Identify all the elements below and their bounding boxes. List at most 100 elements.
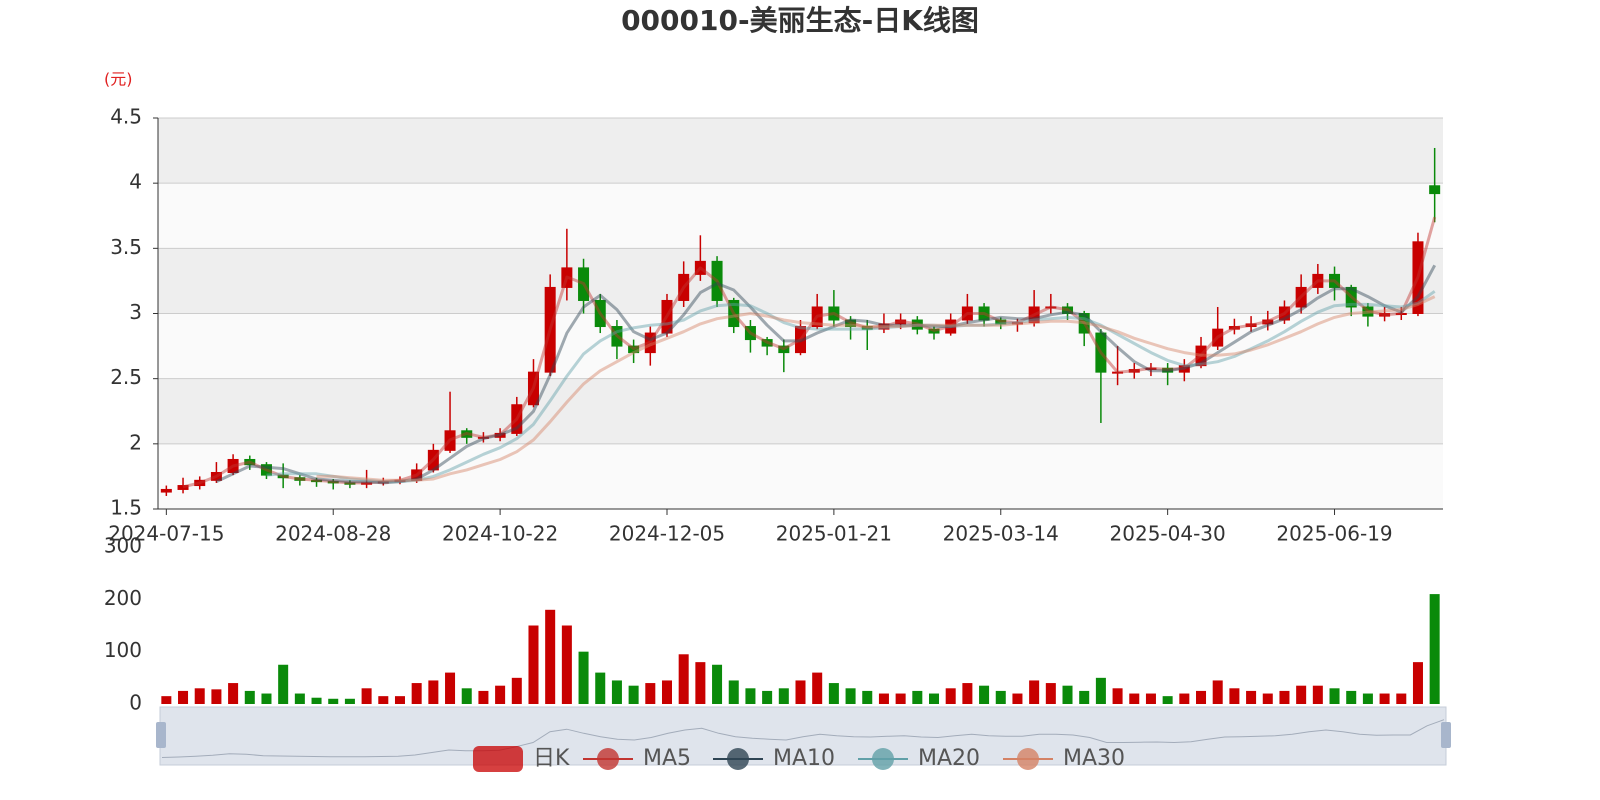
candle-body bbox=[1312, 273, 1324, 288]
volume-bar bbox=[495, 685, 506, 704]
volume-bar bbox=[778, 688, 789, 704]
split-area bbox=[158, 248, 1443, 314]
candle-body bbox=[878, 323, 890, 330]
volume-bar bbox=[545, 609, 556, 704]
volume-bar bbox=[1379, 693, 1390, 704]
candle-body bbox=[895, 319, 907, 325]
split-area bbox=[158, 118, 1443, 184]
volume-bar bbox=[1212, 680, 1223, 704]
volume-bar bbox=[912, 690, 923, 704]
volume-bar bbox=[244, 690, 255, 704]
volume-bar bbox=[1062, 685, 1073, 704]
volume-bar bbox=[278, 664, 289, 704]
legend-item[interactable]: MA10 bbox=[713, 746, 835, 771]
candle-body bbox=[945, 319, 957, 334]
legend-label: MA20 bbox=[918, 746, 980, 771]
volume-bar bbox=[1229, 688, 1240, 704]
zoom-preview bbox=[161, 719, 1445, 758]
candle-body bbox=[1162, 367, 1174, 373]
candle-body bbox=[1379, 313, 1391, 317]
candle-body bbox=[194, 479, 206, 487]
candle-body bbox=[1329, 273, 1341, 288]
candle-body bbox=[678, 273, 690, 301]
zoom-slider[interactable] bbox=[159, 706, 1447, 766]
candle-body bbox=[1295, 286, 1307, 308]
volume-bar bbox=[945, 688, 956, 704]
candle-body bbox=[1011, 322, 1023, 325]
candle-body bbox=[344, 482, 356, 485]
legend-icon bbox=[727, 748, 749, 770]
legend-item[interactable]: MA30 bbox=[1003, 746, 1125, 771]
candle-body bbox=[828, 306, 840, 321]
candle-body bbox=[928, 328, 940, 334]
volume-bar bbox=[378, 696, 389, 704]
candle-body bbox=[611, 326, 623, 347]
volume-bar bbox=[478, 690, 489, 704]
candle-body bbox=[561, 267, 573, 288]
candle-body bbox=[1429, 185, 1441, 195]
candle-body bbox=[778, 345, 790, 354]
volume-bar bbox=[1112, 688, 1123, 704]
candle-body bbox=[277, 474, 289, 479]
volume-bar bbox=[1145, 693, 1156, 704]
candle-body bbox=[394, 479, 406, 483]
volume-bar bbox=[595, 672, 606, 704]
volume-bar bbox=[344, 698, 355, 704]
volume-bar bbox=[445, 672, 456, 704]
candle-body bbox=[1062, 306, 1074, 315]
candle-body bbox=[628, 345, 640, 354]
volume-bar bbox=[845, 688, 856, 704]
x-tick-label: 2024-10-22 bbox=[442, 522, 558, 546]
y-tick-label: 3.5 bbox=[110, 235, 142, 259]
volume-bar bbox=[328, 698, 339, 704]
candle-body bbox=[728, 299, 740, 328]
legend-label: 日K bbox=[533, 746, 570, 771]
volume-bar bbox=[1029, 680, 1040, 704]
ma-line bbox=[182, 216, 1437, 489]
legend-icon bbox=[1017, 748, 1039, 770]
volume-bar bbox=[645, 683, 656, 704]
candle-body bbox=[1195, 345, 1207, 367]
volume-bar bbox=[1412, 662, 1423, 704]
volume-bar bbox=[461, 688, 472, 704]
volume-bar bbox=[1129, 693, 1140, 704]
volume-bar bbox=[1162, 696, 1173, 704]
candle-body bbox=[694, 260, 706, 275]
candle-body bbox=[527, 371, 539, 406]
volume-bar bbox=[161, 696, 172, 704]
x-tick-label: 2024-12-05 bbox=[609, 522, 725, 546]
ma-line bbox=[266, 290, 1436, 484]
candle-body bbox=[294, 477, 306, 481]
volume-bar bbox=[979, 685, 990, 704]
candle-body bbox=[327, 481, 339, 484]
candle-body bbox=[661, 299, 673, 334]
candle-body bbox=[1112, 371, 1124, 374]
volume-bar bbox=[561, 625, 572, 704]
legend-item[interactable]: 日K bbox=[473, 746, 570, 772]
legend-label: MA5 bbox=[643, 746, 691, 771]
candle-body bbox=[961, 306, 973, 321]
zoom-handle[interactable] bbox=[156, 722, 166, 748]
candle-body bbox=[1228, 326, 1240, 330]
x-tick-label: 2024-08-28 bbox=[275, 522, 391, 546]
candle-body bbox=[477, 436, 489, 439]
zoom-handle[interactable] bbox=[1441, 722, 1451, 748]
candle-body bbox=[544, 286, 556, 373]
candle-body bbox=[461, 430, 473, 438]
ma-line bbox=[215, 264, 1437, 485]
volume-tick-label: 300 bbox=[104, 534, 142, 558]
volume-bar bbox=[611, 680, 622, 704]
volume-bar bbox=[1012, 693, 1023, 704]
candle-body bbox=[744, 326, 756, 341]
legend-item[interactable]: MA20 bbox=[858, 746, 980, 771]
legend-item[interactable]: MA5 bbox=[583, 746, 691, 771]
volume-bar bbox=[1312, 685, 1323, 704]
y-unit: (元) bbox=[104, 70, 133, 89]
volume-bar bbox=[1045, 683, 1056, 704]
volume-bar bbox=[878, 693, 889, 704]
y-tick-label: 4.5 bbox=[110, 105, 142, 129]
volume-bar bbox=[1179, 693, 1190, 704]
candle-body bbox=[511, 404, 523, 434]
candle-body bbox=[845, 319, 857, 328]
candle-body bbox=[995, 319, 1007, 325]
